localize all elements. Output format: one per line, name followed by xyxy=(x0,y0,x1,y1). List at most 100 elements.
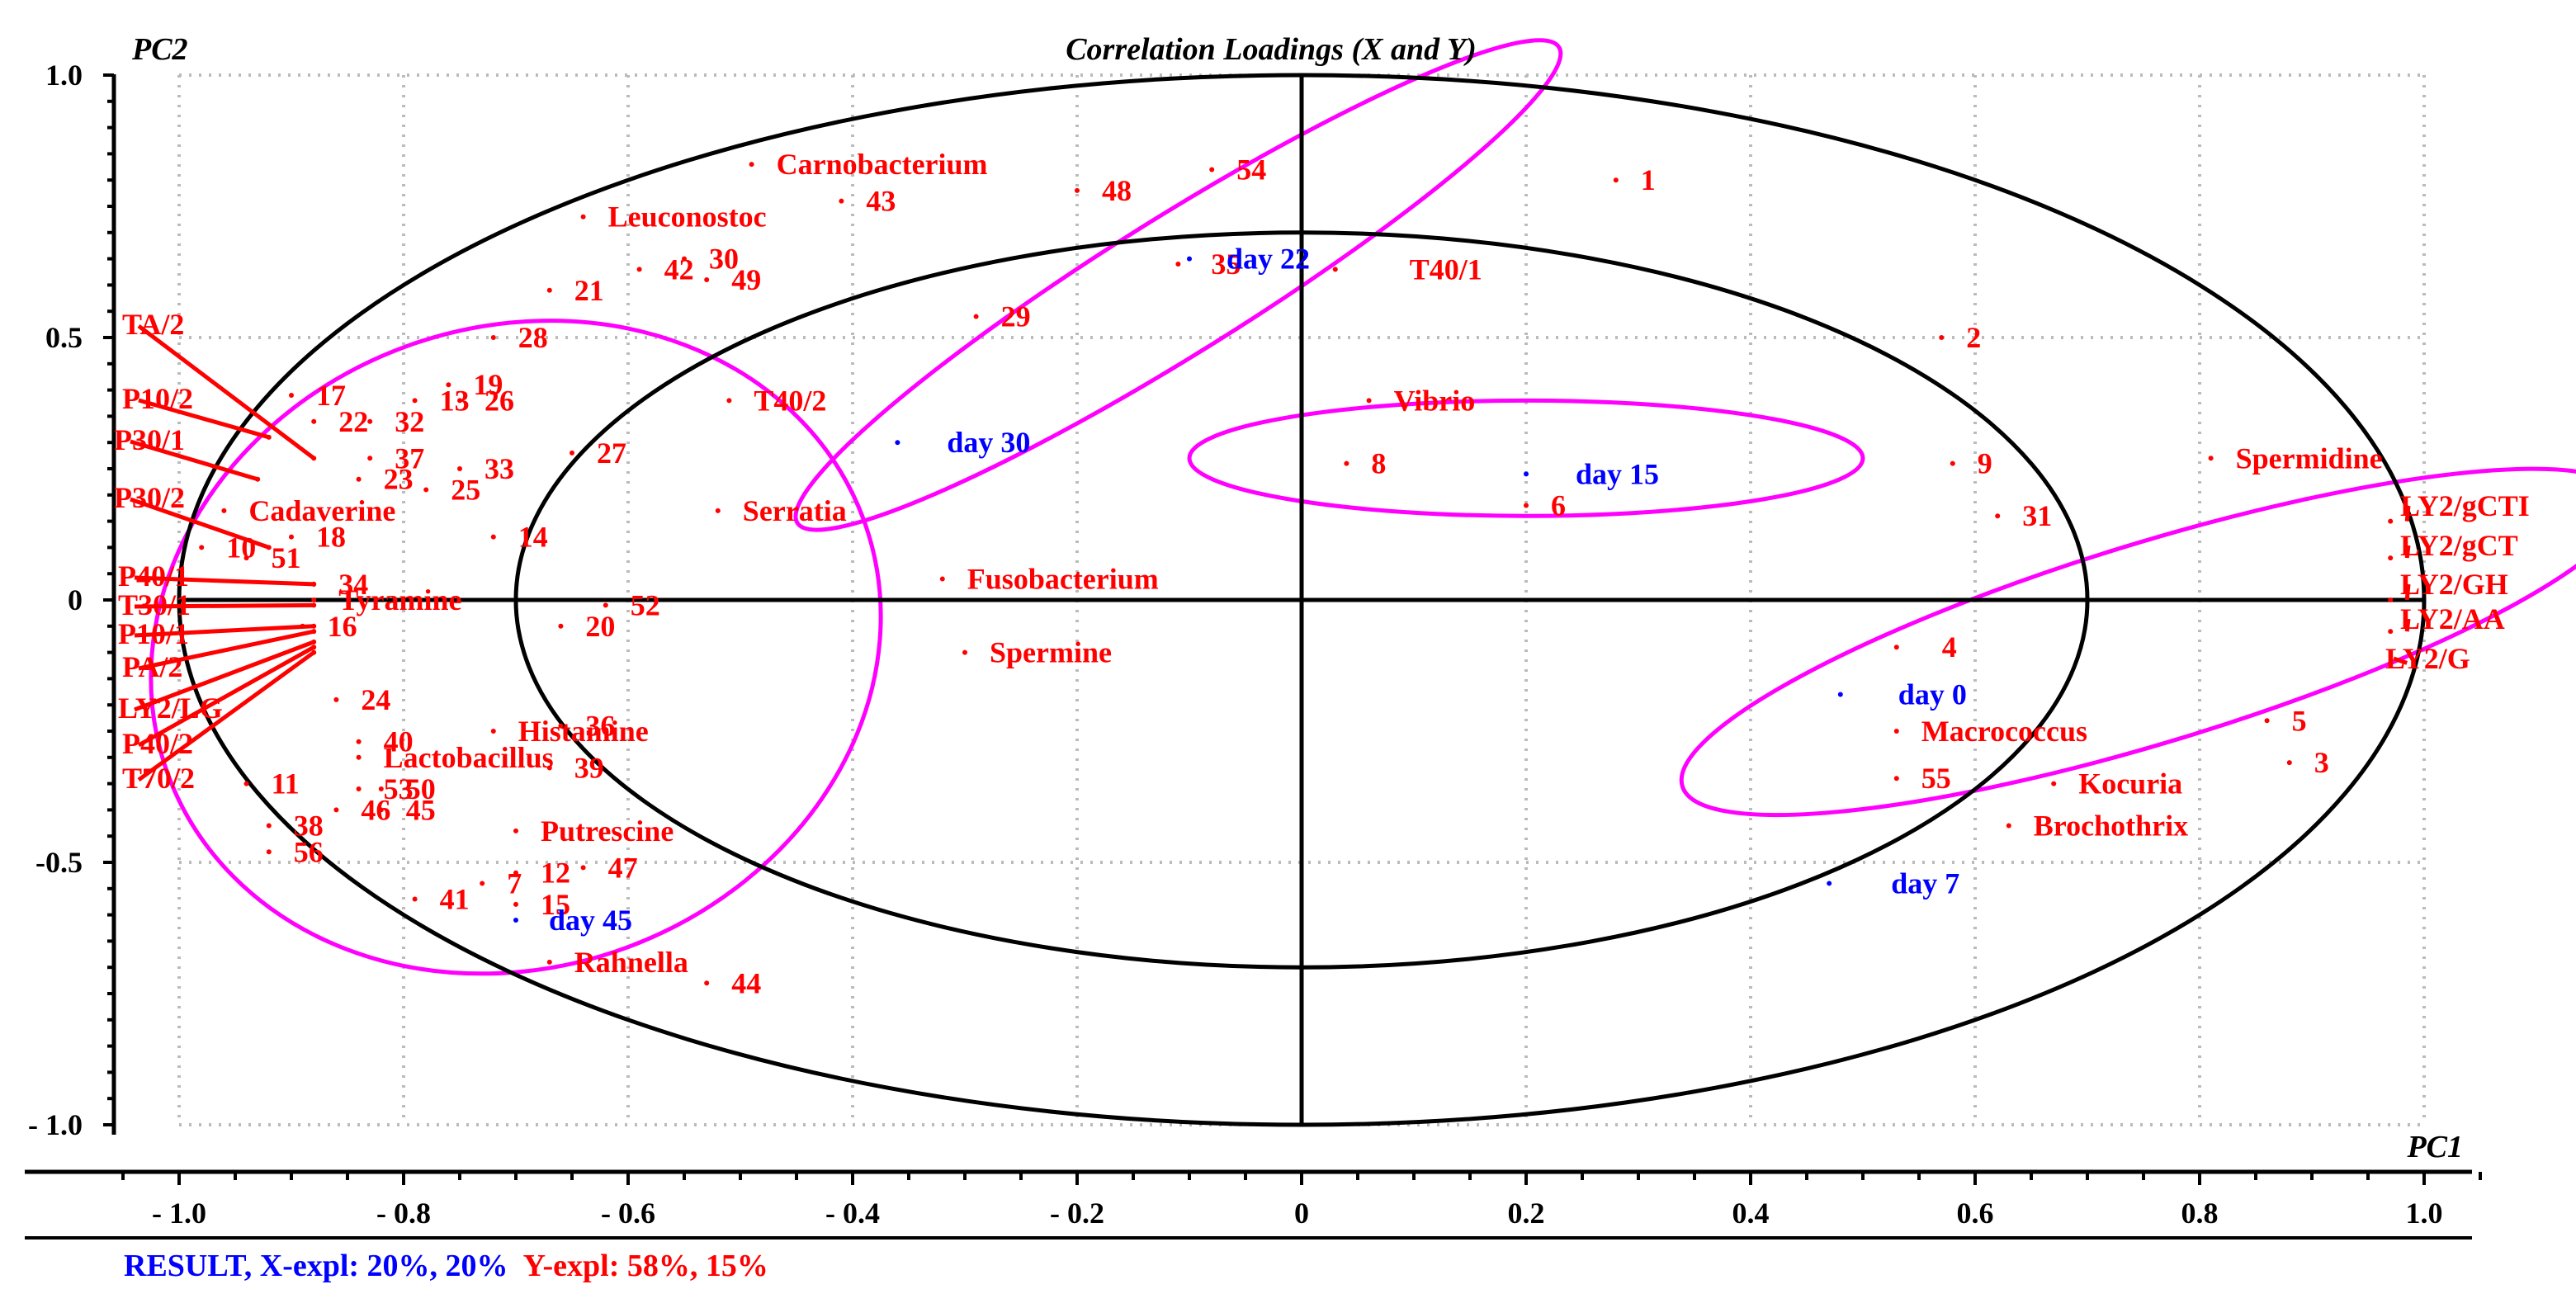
point-marker xyxy=(962,649,967,655)
point-label: P40/1 xyxy=(118,560,189,593)
data-points: Carnobacterium Leuconostoc Serratia Fusobac… xyxy=(114,148,2530,999)
point-label: 10 xyxy=(226,531,256,564)
point-label: 42 xyxy=(664,253,694,286)
point-marker xyxy=(973,314,979,319)
point-marker xyxy=(446,382,451,388)
point-label: 45 xyxy=(406,793,436,826)
point-label: Lactobacillus xyxy=(384,741,554,774)
point-label: 3 xyxy=(2314,746,2329,779)
point-marker xyxy=(311,581,317,587)
point-marker xyxy=(266,849,272,855)
point-marker xyxy=(939,576,945,582)
point-marker xyxy=(333,807,339,813)
point-label: T70/2 xyxy=(122,762,195,795)
point-label: LY2/G xyxy=(2385,642,2470,675)
footer-explained-variance: RESULT, X-expl: 20%, 20% Y-expl: 58%, 15% xyxy=(124,1248,768,1284)
point-marker xyxy=(221,508,227,513)
group-ellipse xyxy=(1187,398,1865,518)
point-marker xyxy=(311,645,317,650)
point-label: 49 xyxy=(731,263,761,296)
point-marker xyxy=(1950,460,1955,466)
point-label: Carnobacterium xyxy=(777,148,988,181)
point-label: 25 xyxy=(451,473,480,506)
point-label: 17 xyxy=(316,379,346,412)
leader-line xyxy=(2404,505,2411,522)
point-marker xyxy=(839,198,844,204)
footer-y-expl: Y-expl: 58%, 15% xyxy=(522,1249,768,1283)
leader-line xyxy=(138,629,314,671)
point-marker xyxy=(2388,597,2394,602)
point-marker xyxy=(1524,503,1529,508)
point-marker xyxy=(367,418,373,424)
point-label: Rahnella xyxy=(574,946,688,979)
point-label: 55 xyxy=(1921,762,1951,795)
point-label: 2 xyxy=(1966,321,1981,354)
x-tick-label: 1.0 xyxy=(2406,1197,2443,1230)
point-marker xyxy=(255,476,261,482)
point-label: 6 xyxy=(1551,489,1566,522)
point-label: 36 xyxy=(585,710,615,743)
point-label: P10/2 xyxy=(122,382,193,415)
point-marker xyxy=(412,896,418,902)
y-tick-label: 0.5 xyxy=(45,321,83,354)
x-tick-label: - 0.4 xyxy=(825,1197,880,1230)
point-label: 16 xyxy=(328,610,357,643)
point-marker xyxy=(513,828,518,833)
point-marker xyxy=(1827,881,1832,886)
point-marker xyxy=(457,466,462,471)
point-marker xyxy=(2208,456,2214,461)
group-ellipse xyxy=(1679,466,2576,818)
point-label: 38 xyxy=(294,809,324,842)
point-marker xyxy=(1939,335,1945,340)
point-marker xyxy=(1187,256,1192,262)
x-tick-label: - 1.0 xyxy=(152,1197,206,1230)
label-connectors xyxy=(130,324,2411,782)
leader-line xyxy=(134,640,315,712)
point-marker xyxy=(726,398,732,404)
point-marker xyxy=(546,765,552,771)
point-label: 56 xyxy=(294,835,324,868)
point-label: day 7 xyxy=(1891,866,1959,900)
x-tick-label: 0.6 xyxy=(1957,1197,1994,1230)
point-marker xyxy=(378,786,384,791)
point-label: 8 xyxy=(1371,447,1386,480)
point-label: 34 xyxy=(338,568,368,601)
point-label: 23 xyxy=(384,463,414,496)
point-label: day 30 xyxy=(947,426,1030,459)
point-label: Spermine xyxy=(990,636,1112,669)
point-label: LY2/GH xyxy=(2400,568,2508,601)
leader-line xyxy=(130,439,258,482)
point-label: 52 xyxy=(631,588,660,621)
point-label: Putrescine xyxy=(541,815,674,848)
point-marker xyxy=(1075,187,1080,193)
footer-result: RESULT, X-expl: 20%, 20% xyxy=(124,1249,508,1283)
point-label: 26 xyxy=(484,384,514,417)
point-label: 28 xyxy=(518,321,548,354)
point-marker xyxy=(1893,645,1899,650)
point-label: Vibrio xyxy=(1394,384,1476,417)
point-label: 54 xyxy=(1236,153,1266,186)
point-marker xyxy=(356,754,362,760)
point-label: 33 xyxy=(484,452,514,485)
point-marker xyxy=(311,602,317,608)
point-marker xyxy=(333,696,339,702)
point-marker xyxy=(704,277,710,283)
point-marker xyxy=(2286,760,2292,766)
point-label: T30/1 xyxy=(118,588,191,621)
x-tick-label: - 0.6 xyxy=(601,1197,655,1230)
point-marker xyxy=(243,781,249,786)
point-label: 9 xyxy=(1978,447,1992,480)
point-marker xyxy=(412,398,418,404)
point-marker xyxy=(311,597,317,602)
leader-line xyxy=(138,398,270,440)
chart-title: Correlation Loadings (X and Y) xyxy=(1066,32,1477,67)
y-axis-label: PC2 xyxy=(131,32,188,67)
point-label: 44 xyxy=(731,966,761,999)
point-marker xyxy=(266,545,272,550)
point-label: Histamine xyxy=(518,715,649,748)
leader-line xyxy=(134,602,314,609)
leader-line xyxy=(134,624,314,638)
point-marker xyxy=(356,476,362,482)
point-label: T40/1 xyxy=(1410,253,1482,286)
point-label: 20 xyxy=(585,610,615,643)
